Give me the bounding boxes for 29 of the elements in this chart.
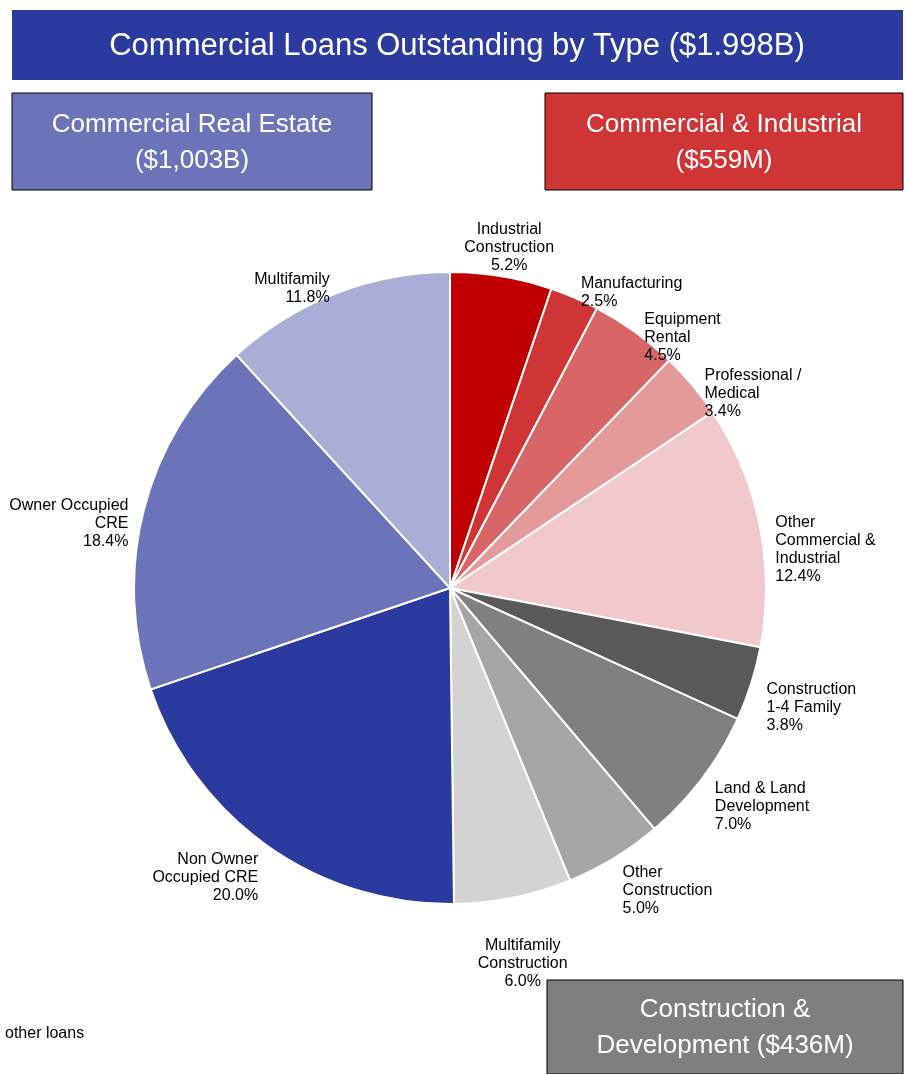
text: Commercial Real Estate ($1,003B) xyxy=(51,107,333,174)
slice-label: Equipment Rental xyxy=(644,309,722,345)
text: Construction & Development ($436M) xyxy=(596,993,854,1059)
chart-title: Commercial Loans Outstanding by Type ($1.998B) xyxy=(109,27,805,62)
slice-label: Other Construction xyxy=(622,862,713,898)
slice-label: Construction 1-4 Family xyxy=(766,679,857,715)
data-label: 12.4% xyxy=(775,566,821,584)
text: Commercial & Industrial ($559M) xyxy=(586,107,862,174)
data-label: 5.2% xyxy=(490,255,528,273)
data-label: 6.0% xyxy=(504,971,541,989)
slice-label: Multifamily xyxy=(254,269,330,287)
slice-label: Non Owner Occupied CRE xyxy=(152,850,259,886)
slice-label: Industrial Construction xyxy=(464,219,555,255)
text: other loans xyxy=(5,1024,85,1041)
slice-label: Multifamily Construction xyxy=(477,935,568,971)
slice-label: Owner Occupied CRE xyxy=(9,496,129,532)
data-label: 3.4% xyxy=(704,401,741,419)
slice-label: Land & Land Development xyxy=(714,779,810,815)
data-label: 7.0% xyxy=(714,815,752,833)
data-label: 2.5% xyxy=(580,291,618,309)
data-label: 20.0% xyxy=(212,886,259,904)
data-label: 4.5% xyxy=(644,345,681,363)
data-label: 11.8% xyxy=(285,287,330,305)
slice-label: Other Commercial & Industrial xyxy=(775,512,877,566)
data-label: 3.8% xyxy=(766,715,803,733)
data-label: 5.0% xyxy=(622,898,660,916)
slice-label: Professional / Medical xyxy=(704,365,802,401)
slice-label: Manufacturing xyxy=(580,273,683,291)
data-label: 18.4% xyxy=(83,532,129,550)
